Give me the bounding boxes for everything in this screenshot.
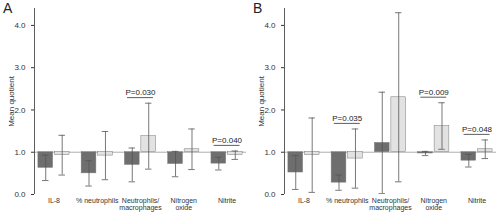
svg-text:2.0: 2.0 [264,105,276,115]
svg-text:0.0: 0.0 [264,190,276,199]
svg-text:P=0.009: P=0.009 [419,88,450,97]
svg-text:3.0: 3.0 [14,63,26,72]
svg-text:Neutrophils/macrophages: Neutrophils/macrophages [119,197,162,212]
svg-text:Nitrite: Nitrite [218,197,236,204]
svg-text:3.0: 3.0 [264,63,276,72]
svg-text:P=0.030: P=0.030 [125,88,156,97]
svg-text:Nitrite: Nitrite [468,197,486,204]
svg-text:P=0.040: P=0.040 [212,136,243,145]
html-text:A: A [3,0,13,16]
html-text:B: B [253,0,263,16]
svg-text:1.0: 1.0 [264,148,276,157]
svg-text:1.0: 1.0 [14,148,26,157]
svg-text:2.0: 2.0 [14,105,26,115]
svg-text:Nitrogenoxide: Nitrogenoxide [171,197,198,211]
svg-text:4.0: 4.0 [264,21,276,30]
svg-text:P=0.035: P=0.035 [332,114,363,123]
svg-text:IL-8: IL-8 [298,197,310,204]
svg-text:P=0.048: P=0.048 [462,125,493,134]
svg-text:IL-8: IL-8 [48,197,60,204]
svg-text:4.0: 4.0 [14,21,26,30]
svg-text:Mean quotient: Mean quotient [7,75,16,126]
svg-text:Nitrogenoxide: Nitrogenoxide [421,197,448,211]
svg-text:% neutrophils: % neutrophils [76,197,119,205]
svg-text:% neutrophils: % neutrophils [326,197,369,205]
svg-text:0.0: 0.0 [14,190,26,199]
svg-text:Neutrophils/macrophages: Neutrophils/macrophages [369,197,412,212]
svg-text:Mean quotient: Mean quotient [257,75,266,126]
